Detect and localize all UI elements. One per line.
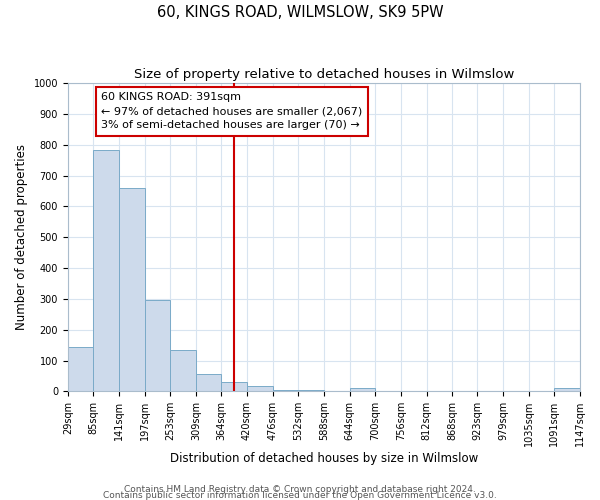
Bar: [221, 382, 247, 392]
Bar: [170, 350, 196, 392]
Bar: [298, 390, 324, 392]
Bar: [350, 388, 375, 392]
Bar: [247, 386, 272, 392]
X-axis label: Distribution of detached houses by size in Wilmslow: Distribution of detached houses by size …: [170, 452, 478, 465]
Title: Size of property relative to detached houses in Wilmslow: Size of property relative to detached ho…: [134, 68, 514, 80]
Bar: [554, 388, 580, 392]
Bar: [196, 374, 221, 392]
Y-axis label: Number of detached properties: Number of detached properties: [15, 144, 28, 330]
Bar: [119, 188, 145, 392]
Bar: [68, 348, 94, 392]
Text: 60 KINGS ROAD: 391sqm
← 97% of detached houses are smaller (2,067)
3% of semi-de: 60 KINGS ROAD: 391sqm ← 97% of detached …: [101, 92, 362, 130]
Text: 60, KINGS ROAD, WILMSLOW, SK9 5PW: 60, KINGS ROAD, WILMSLOW, SK9 5PW: [157, 5, 443, 20]
Bar: [94, 150, 119, 392]
Bar: [272, 390, 298, 392]
Bar: [145, 300, 170, 392]
Text: Contains public sector information licensed under the Open Government Licence v3: Contains public sector information licen…: [103, 490, 497, 500]
Text: Contains HM Land Registry data © Crown copyright and database right 2024.: Contains HM Land Registry data © Crown c…: [124, 484, 476, 494]
